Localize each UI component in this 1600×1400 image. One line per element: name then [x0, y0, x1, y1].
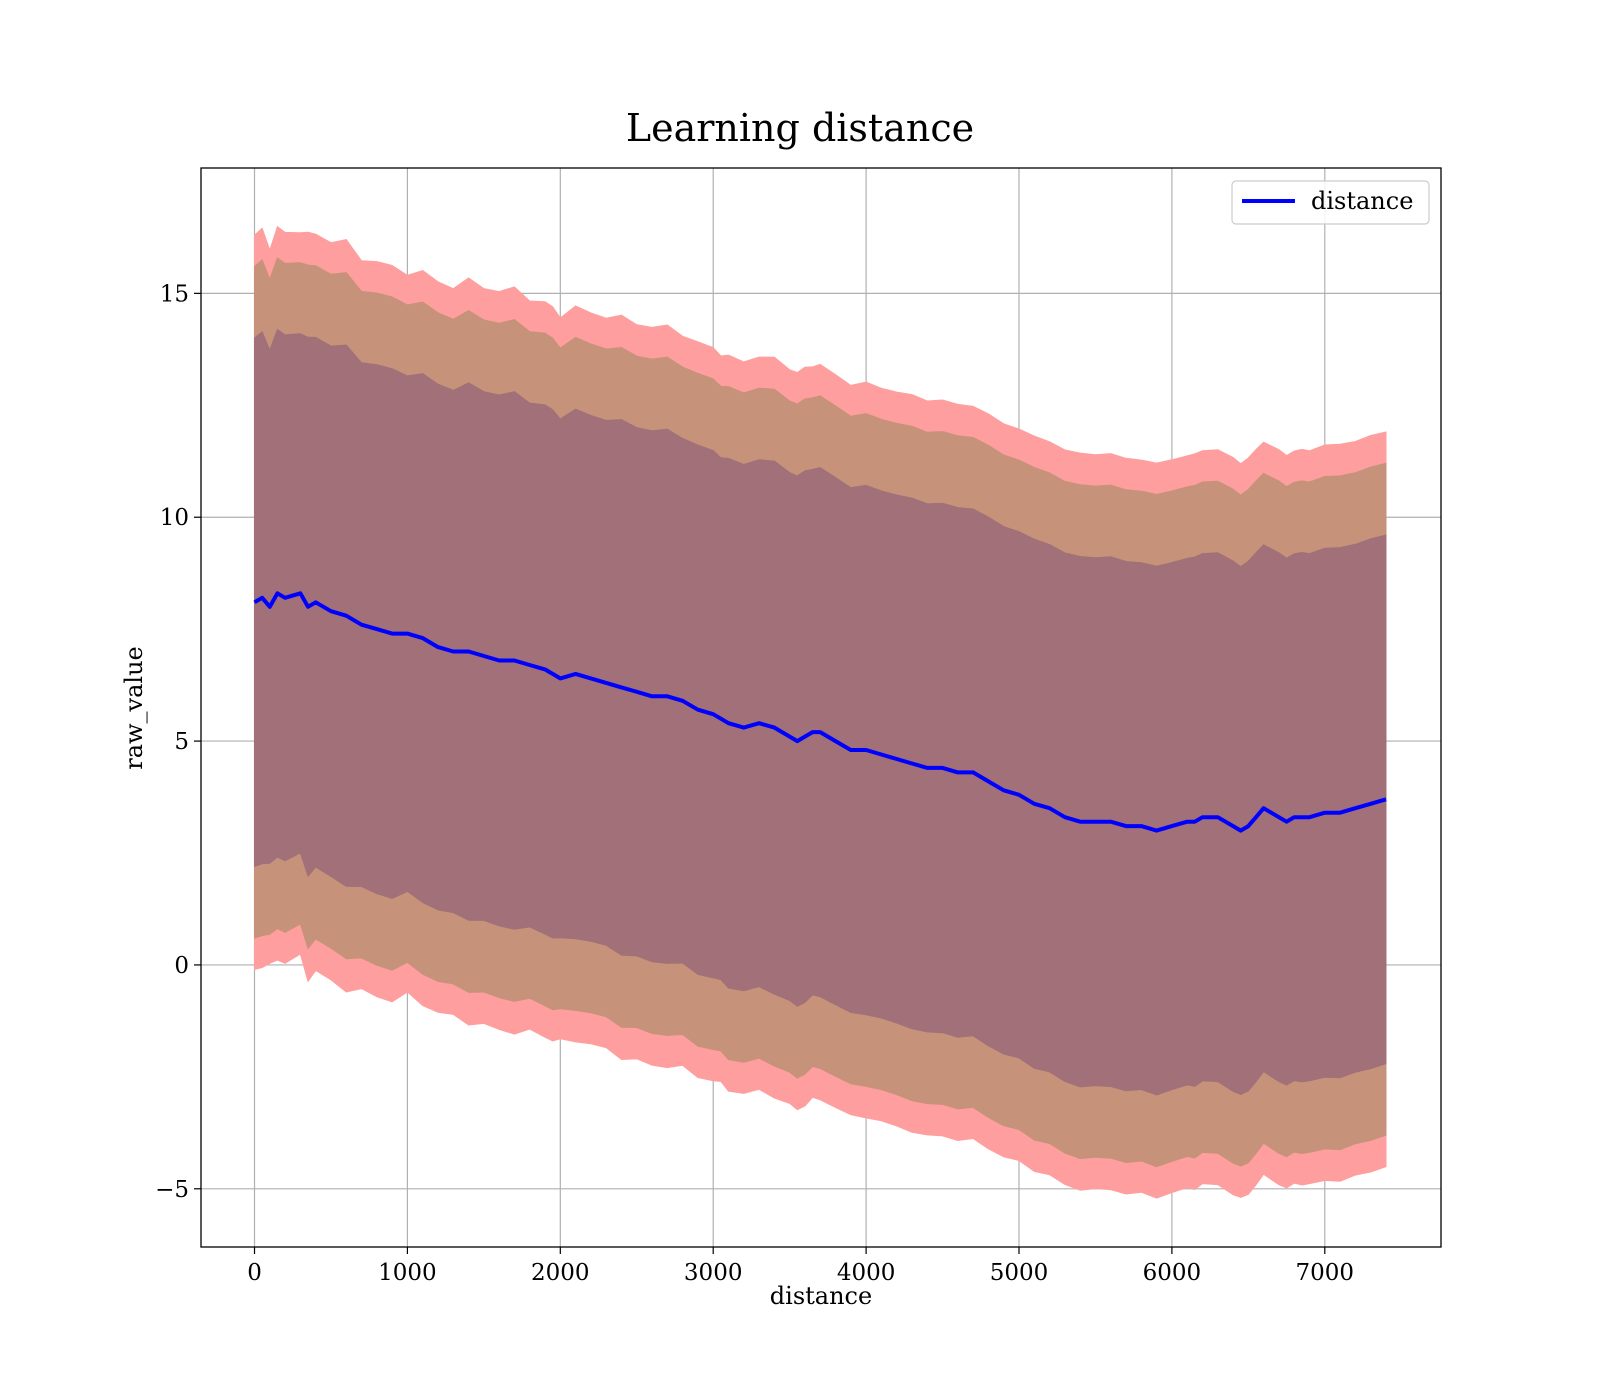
x-tick-label: 4000 — [837, 1260, 896, 1286]
y-tick-label: 10 — [160, 505, 189, 531]
y-tick-label: 5 — [174, 729, 189, 755]
legend: distance — [1231, 180, 1430, 225]
band-inner — [254, 328, 1387, 1096]
y-tick-label: −5 — [155, 1177, 189, 1203]
y-tick-label: 0 — [174, 953, 189, 979]
chart-title: Learning distance — [626, 106, 974, 150]
legend-box — [1231, 180, 1430, 225]
plot-frame — [200, 167, 1442, 1248]
confidence-bands — [254, 225, 1387, 1199]
series-lines — [253, 591, 1387, 833]
x-tick-label: 1000 — [378, 1260, 437, 1286]
axis-ticks: 0 1000 2000 3000 4000 5000 6000 7000 −5 0 5 10 15 — [155, 281, 1354, 1286]
x-tick-label: 7000 — [1296, 1260, 1355, 1286]
y-axis-label: raw_value — [120, 646, 148, 770]
x-tick-label: 5000 — [990, 1260, 1049, 1286]
x-axis-label: distance — [770, 1282, 872, 1310]
x-tick-label: 6000 — [1143, 1260, 1202, 1286]
x-tick-label: 2000 — [531, 1260, 590, 1286]
legend-label: distance — [1311, 187, 1413, 215]
x-tick-label: 0 — [247, 1260, 262, 1286]
y-tick-label: 15 — [160, 281, 189, 307]
series-line-distance — [253, 591, 1387, 833]
x-tick-label: 3000 — [684, 1260, 743, 1286]
